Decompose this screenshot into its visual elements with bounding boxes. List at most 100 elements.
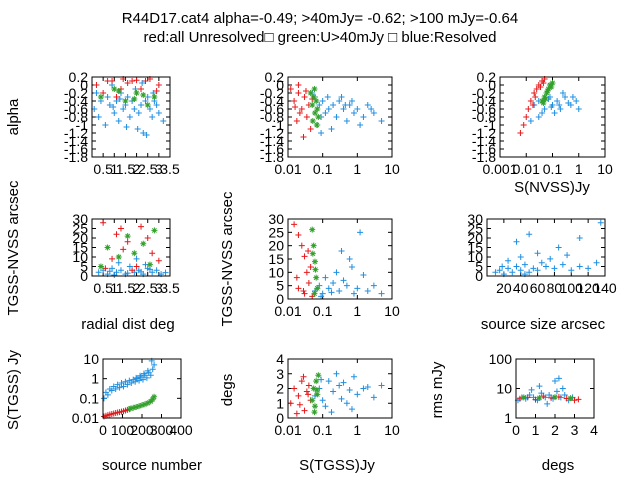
x-tick-label: 400 (169, 422, 193, 438)
y-tick-label: 0.2 (265, 69, 285, 85)
data-point-red (142, 78, 149, 84)
data-point-red (291, 385, 298, 392)
data-point-blue (526, 231, 533, 238)
data-point-blue (559, 385, 566, 392)
data-point-blue (354, 391, 361, 398)
data-point-green (146, 261, 153, 268)
data-point-green (310, 94, 317, 100)
data-point-red (296, 401, 303, 408)
data-point-blue (128, 380, 135, 387)
y-tick-label: 0.1 (80, 390, 100, 406)
data-point-blue (325, 378, 332, 385)
data-point-green (151, 393, 158, 400)
data-point-green (543, 90, 550, 96)
x-tick-label: 2.5 (138, 280, 158, 296)
data-point-blue (513, 238, 520, 245)
plot-area (287, 218, 393, 300)
data-point-blue (136, 377, 143, 384)
data-point-green (311, 86, 318, 92)
x-tick-label: 300 (150, 422, 174, 438)
data-point-red (292, 104, 299, 110)
data-point-blue (499, 263, 506, 270)
data-point-blue (576, 235, 583, 241)
data-point-green (122, 98, 129, 104)
data-point-blue (114, 381, 121, 388)
data-point-red (301, 407, 308, 414)
data-point-blue (569, 94, 576, 100)
x-axis-label: degs (542, 457, 575, 474)
data-point-blue (552, 377, 558, 384)
data-point-blue (139, 80, 146, 86)
data-point-blue (585, 265, 592, 272)
data-point-blue (378, 382, 385, 389)
y-tick-label: 0.01 (72, 410, 99, 426)
data-point-blue (348, 406, 355, 413)
data-point-blue (319, 397, 326, 404)
plot-area (499, 76, 606, 158)
data-point-blue (535, 114, 542, 120)
data-point-red (138, 223, 145, 230)
data-point-green (309, 226, 316, 233)
data-point-green (104, 244, 111, 251)
data-point-green (111, 86, 118, 92)
data-point-green (313, 274, 320, 281)
y-tick-label: 25 (268, 224, 284, 240)
data-point-blue (139, 376, 146, 383)
x-tick-label: 0.5 (93, 161, 113, 177)
plot-area (514, 358, 595, 419)
data-point-red (300, 373, 307, 380)
data-point-blue (151, 361, 158, 368)
data-point-green (115, 88, 122, 94)
data-point-blue (124, 381, 131, 388)
data-point-blue (559, 90, 566, 96)
y-tick-label: 5 (80, 259, 88, 275)
data-point-red (300, 288, 307, 294)
data-point-blue (143, 374, 150, 381)
x-axis-label: source number (102, 457, 202, 474)
data-point-blue (160, 118, 167, 124)
data-point-green (151, 94, 158, 100)
data-point-green (548, 84, 555, 90)
data-point-blue (556, 102, 563, 108)
x-tick-label: 100 (111, 422, 135, 438)
x-tick-label: 0.01 (274, 422, 301, 438)
data-point-blue (325, 106, 332, 112)
data-point-blue (342, 102, 349, 108)
data-point-red (307, 264, 314, 270)
data-point-red (298, 242, 305, 249)
data-point-green (309, 102, 316, 108)
y-axis-label: TGSS-NVSS arcsec (219, 191, 236, 327)
x-tick-label: 20 (496, 280, 512, 296)
data-point-blue (530, 265, 537, 272)
data-point-red (305, 280, 312, 286)
x-tick-label: 1 (110, 280, 118, 296)
data-point-blue (360, 385, 367, 392)
plot-frame (287, 76, 393, 158)
data-point-blue (328, 409, 335, 416)
y-tick-label: -0.4 (472, 93, 496, 109)
data-point-blue (147, 372, 154, 379)
x-tick-label: 0.01 (274, 161, 301, 177)
x-tick-label: 3 (155, 280, 163, 296)
data-point-blue (539, 110, 546, 116)
y-tick-label: 100 (489, 351, 513, 367)
data-point-blue (120, 383, 127, 390)
data-point-green (552, 394, 558, 401)
data-point-red (287, 86, 294, 92)
data-point-red (293, 410, 300, 417)
data-point-blue (112, 385, 119, 392)
y-tick-label: -1 (272, 117, 285, 133)
data-point-red (291, 221, 298, 228)
data-point-red (302, 88, 309, 94)
data-point-blue (597, 219, 604, 226)
y-tick-label: 2 (276, 381, 284, 397)
x-tick-label: 1 (353, 303, 361, 319)
data-point-green (309, 250, 316, 257)
data-point-blue (142, 98, 149, 104)
data-point-blue (338, 248, 345, 254)
plot-area (287, 358, 393, 419)
data-point-red (295, 285, 302, 292)
x-tick-label: 0.1 (313, 303, 333, 319)
y-tick-label: 10 (467, 249, 483, 265)
data-point-blue (146, 106, 153, 112)
